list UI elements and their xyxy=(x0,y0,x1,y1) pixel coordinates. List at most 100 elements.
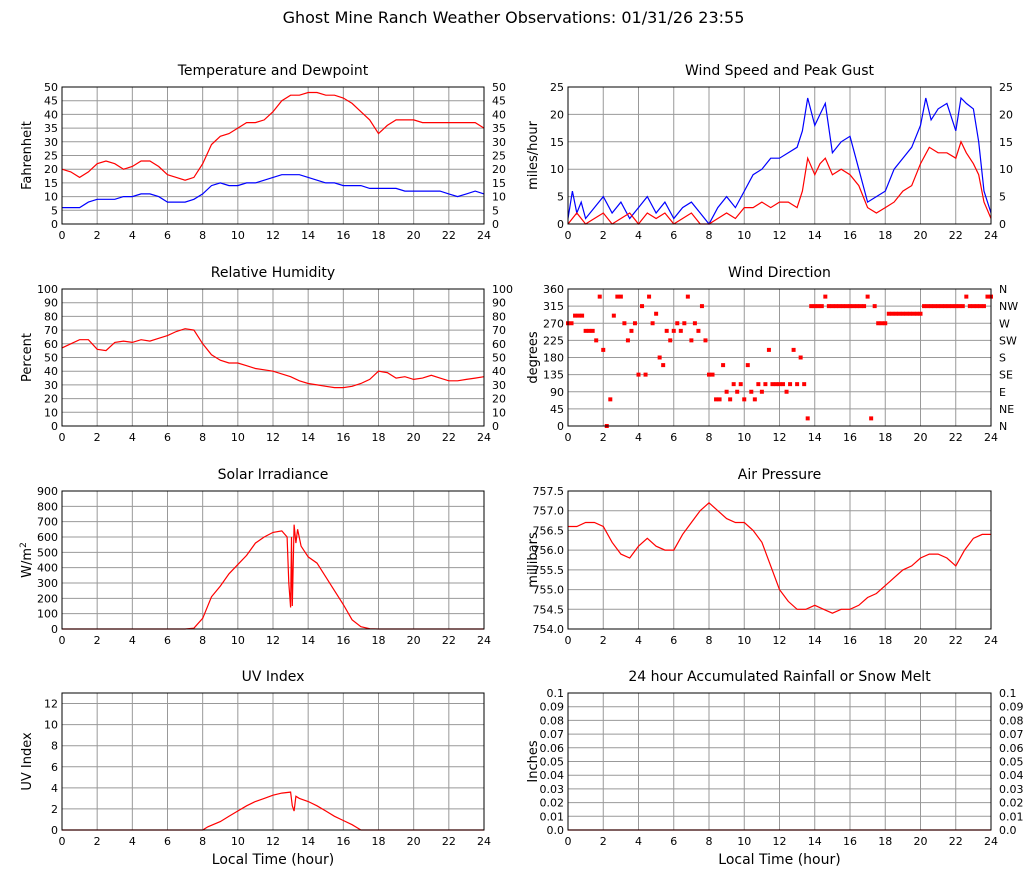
x-tick-label: 8 xyxy=(199,835,206,848)
x-tick-label: 4 xyxy=(129,835,136,848)
chart-rain: 0 2 4 6 8 10 12 14 16 18 20 22 240.00.010.020.030.04… xyxy=(526,669,1024,868)
x-tick-label: 22 xyxy=(442,835,456,848)
data-point xyxy=(643,372,648,377)
y-axis-label: degrees xyxy=(526,331,541,384)
y-tick-label: 25 xyxy=(44,150,58,163)
data-point xyxy=(685,294,690,299)
y-tick-label: 225 xyxy=(543,334,564,347)
y-right-label: SE xyxy=(999,369,1013,382)
plot-frame xyxy=(61,490,485,630)
y-tick-label: 0 xyxy=(557,420,564,433)
x-tick-label: 16 xyxy=(843,431,857,444)
y-right-label: W xyxy=(999,317,1010,330)
x-tick-label: 10 xyxy=(231,634,245,647)
x-tick-label: 2 xyxy=(600,229,607,242)
series-line-1 xyxy=(62,174,485,209)
y-tick-label: 50 xyxy=(44,81,58,94)
data-point xyxy=(788,382,793,387)
x-tick-label: 16 xyxy=(843,634,857,647)
y-tick-label: 8 xyxy=(51,740,58,753)
data-point xyxy=(745,363,750,368)
y-tick-label: 0.09 xyxy=(540,701,565,714)
x-tick-label: 16 xyxy=(336,229,350,242)
x-tick-label: 24 xyxy=(477,634,491,647)
y-right-tick-label: 90 xyxy=(492,297,506,310)
x-tick-label: 0 xyxy=(565,431,572,444)
y-tick-label: 0 xyxy=(51,824,58,837)
data-point xyxy=(957,304,962,309)
data-point xyxy=(907,311,912,316)
y-tick-label: 20 xyxy=(550,108,564,121)
x-tick-label: 6 xyxy=(670,229,677,242)
y-tick-label: 15 xyxy=(44,177,58,190)
x-tick-label: 18 xyxy=(372,835,386,848)
y-tick-label: 20 xyxy=(44,163,58,176)
y-tick-label: 50 xyxy=(44,352,58,365)
x-tick-label: 4 xyxy=(635,431,642,444)
x-tick-label: 22 xyxy=(949,431,963,444)
data-point xyxy=(738,382,743,387)
y-tick-label: 40 xyxy=(44,365,58,378)
x-tick-label: 2 xyxy=(94,835,101,848)
y-tick-label: 900 xyxy=(37,485,58,498)
x-tick-label: 18 xyxy=(372,229,386,242)
y-tick-label: 12 xyxy=(44,698,58,711)
data-point xyxy=(848,304,852,309)
data-point xyxy=(869,416,874,421)
y-right-tick-label: 0.06 xyxy=(999,742,1024,755)
data-point xyxy=(900,311,905,316)
y-tick-label: 800 xyxy=(37,500,58,513)
x-tick-label: 20 xyxy=(914,431,928,444)
x-tick-label: 20 xyxy=(407,835,421,848)
plot-frame xyxy=(567,490,992,630)
data-point xyxy=(929,304,934,309)
data-point xyxy=(939,304,944,309)
y-right-tick-label: 40 xyxy=(492,365,506,378)
y-right-tick-label: 0.09 xyxy=(999,701,1024,714)
data-point xyxy=(766,347,771,352)
x-tick-label: 4 xyxy=(129,229,136,242)
x-tick-label: 24 xyxy=(477,835,491,848)
data-point xyxy=(622,321,627,326)
data-point xyxy=(890,311,895,316)
y-right-tick-label: 45 xyxy=(492,95,506,108)
y-tick-label: 90 xyxy=(44,297,58,310)
plot-frame xyxy=(567,86,992,225)
plot-frame xyxy=(61,692,485,831)
y-tick-label: 756.0 xyxy=(533,544,565,557)
y-right-tick-label: 10 xyxy=(492,406,506,419)
plot-frame xyxy=(567,288,992,427)
data-point xyxy=(784,389,789,394)
y-tick-label: 0.0 xyxy=(547,824,565,837)
data-point xyxy=(851,304,856,309)
data-point xyxy=(978,304,983,309)
data-point xyxy=(826,304,831,309)
data-point xyxy=(583,328,588,333)
y-tick-label: 0.05 xyxy=(540,756,565,769)
x-tick-label: 0 xyxy=(59,634,66,647)
y-right-tick-label: 10 xyxy=(492,191,506,204)
data-point xyxy=(699,304,704,309)
data-point xyxy=(974,304,979,309)
y-tick-label: 100 xyxy=(37,608,58,621)
y-right-tick-label: 0.08 xyxy=(999,714,1024,727)
data-point xyxy=(798,355,803,360)
x-tick-label: 4 xyxy=(635,229,642,242)
data-point xyxy=(618,294,623,299)
data-point xyxy=(629,328,634,333)
x-tick-label: 2 xyxy=(600,835,607,848)
data-point xyxy=(872,304,877,309)
y-right-tick-label: 20 xyxy=(492,393,506,406)
y-right-tick-label: 50 xyxy=(492,352,506,365)
y-right-tick-label: 100 xyxy=(492,283,513,296)
y-axis-label: miles/hour xyxy=(526,120,541,189)
data-point xyxy=(668,338,673,343)
data-point xyxy=(721,363,726,368)
x-tick-label: 24 xyxy=(477,229,491,242)
data-point xyxy=(594,338,599,343)
x-tick-label: 22 xyxy=(442,431,456,444)
data-point xyxy=(862,304,867,309)
x-tick-label: 20 xyxy=(914,229,928,242)
